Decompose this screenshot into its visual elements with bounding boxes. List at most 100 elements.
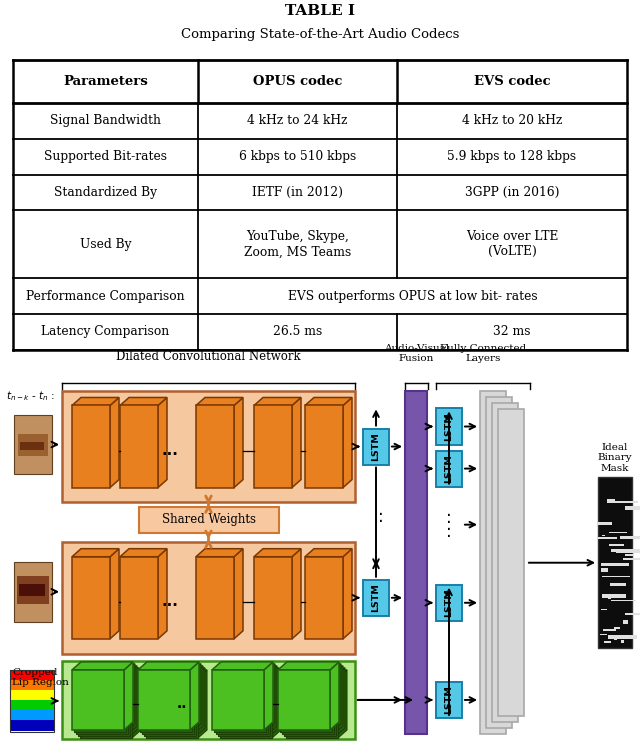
Polygon shape [198, 670, 207, 738]
Polygon shape [282, 674, 334, 734]
Text: Voice over LTE
(VoLTE): Voice over LTE (VoLTE) [466, 231, 558, 258]
Polygon shape [124, 662, 133, 730]
Polygon shape [216, 666, 277, 674]
Bar [10, 670, 54, 681]
Polygon shape [212, 670, 264, 730]
Polygon shape [196, 548, 243, 557]
Polygon shape [292, 548, 301, 639]
Bar [14, 415, 52, 474]
Text: 4 kHz to 20 kHz: 4 kHz to 20 kHz [462, 115, 562, 127]
Polygon shape [334, 666, 343, 734]
Polygon shape [234, 397, 243, 487]
Bar [18, 434, 48, 455]
Text: 6 kbps to 510 kbps: 6 kbps to 510 kbps [239, 150, 356, 163]
Text: Supported Bit-rates: Supported Bit-rates [44, 150, 167, 163]
Bar [492, 403, 518, 722]
Bar [14, 562, 52, 622]
Text: LSTM: LSTM [445, 454, 454, 483]
Text: Dilated Convolutional Network: Dilated Convolutional Network [116, 350, 301, 363]
Polygon shape [343, 548, 352, 639]
Bar [601, 568, 608, 571]
Polygon shape [76, 666, 137, 674]
Polygon shape [146, 678, 198, 738]
Polygon shape [110, 548, 119, 639]
Bar [498, 409, 524, 716]
Polygon shape [330, 662, 339, 730]
Polygon shape [126, 664, 135, 732]
Text: Signal Bandwidth: Signal Bandwidth [50, 115, 161, 127]
Polygon shape [286, 670, 347, 678]
Text: ...: ... [161, 594, 179, 609]
Bar [608, 597, 611, 599]
Bar [623, 558, 640, 559]
Polygon shape [120, 548, 167, 557]
Text: :: : [378, 508, 384, 526]
Polygon shape [254, 548, 301, 557]
Text: Ideal
Binary
Mask: Ideal Binary Mask [598, 443, 632, 472]
Polygon shape [72, 397, 119, 405]
Bar [598, 536, 617, 539]
Polygon shape [76, 674, 128, 734]
Polygon shape [78, 676, 130, 736]
Polygon shape [144, 668, 205, 676]
Bar [602, 594, 626, 597]
Text: TABLE I: TABLE I [285, 4, 355, 18]
Polygon shape [142, 674, 194, 734]
Polygon shape [218, 676, 270, 736]
Polygon shape [146, 670, 207, 678]
Bar [10, 720, 54, 731]
Polygon shape [138, 670, 190, 730]
Text: Parameters: Parameters [63, 75, 148, 88]
Bar [608, 635, 637, 639]
Polygon shape [144, 676, 196, 736]
Polygon shape [74, 672, 126, 732]
Polygon shape [286, 678, 338, 738]
Bar [609, 544, 624, 545]
Polygon shape [212, 662, 273, 670]
Polygon shape [343, 397, 352, 487]
Bar [625, 613, 640, 615]
Polygon shape [120, 405, 158, 487]
Bar [602, 535, 605, 536]
Polygon shape [278, 670, 330, 730]
Polygon shape [218, 668, 279, 676]
Text: Performance Comparison: Performance Comparison [26, 289, 185, 303]
Polygon shape [305, 405, 343, 487]
Text: 4 kHz to 24 kHz: 4 kHz to 24 kHz [247, 115, 348, 127]
Bar [601, 609, 607, 610]
Text: LSTM: LSTM [445, 589, 454, 618]
Bar [20, 441, 44, 449]
Bar [611, 548, 617, 552]
Polygon shape [292, 397, 301, 487]
Bar [17, 576, 49, 604]
Bar [616, 548, 640, 553]
Bar [625, 554, 634, 556]
Polygon shape [72, 548, 119, 557]
Bar [609, 532, 627, 533]
Bar [598, 477, 632, 648]
Bar [363, 580, 389, 616]
Text: $t_{n-k}$ - $t_n$ :: $t_{n-k}$ - $t_n$ : [6, 390, 55, 403]
Polygon shape [220, 678, 272, 738]
Bar [10, 680, 54, 691]
Bar [625, 506, 640, 510]
Bar [62, 391, 355, 501]
Polygon shape [196, 668, 205, 736]
Bar [614, 626, 620, 629]
Polygon shape [332, 664, 341, 732]
Polygon shape [305, 557, 343, 639]
Polygon shape [254, 557, 292, 639]
Bar [436, 585, 462, 620]
Polygon shape [270, 668, 279, 736]
Polygon shape [278, 662, 339, 670]
Text: 26.5 ms: 26.5 ms [273, 325, 322, 339]
Text: 3GPP (in 2016): 3GPP (in 2016) [465, 186, 559, 199]
Polygon shape [196, 397, 243, 405]
Polygon shape [132, 670, 141, 738]
Bar [138, 507, 278, 533]
Text: Used By: Used By [80, 238, 131, 251]
Bar [405, 391, 427, 734]
Bar [621, 640, 624, 643]
Text: IETF (in 2012): IETF (in 2012) [252, 186, 343, 199]
Polygon shape [280, 664, 341, 672]
